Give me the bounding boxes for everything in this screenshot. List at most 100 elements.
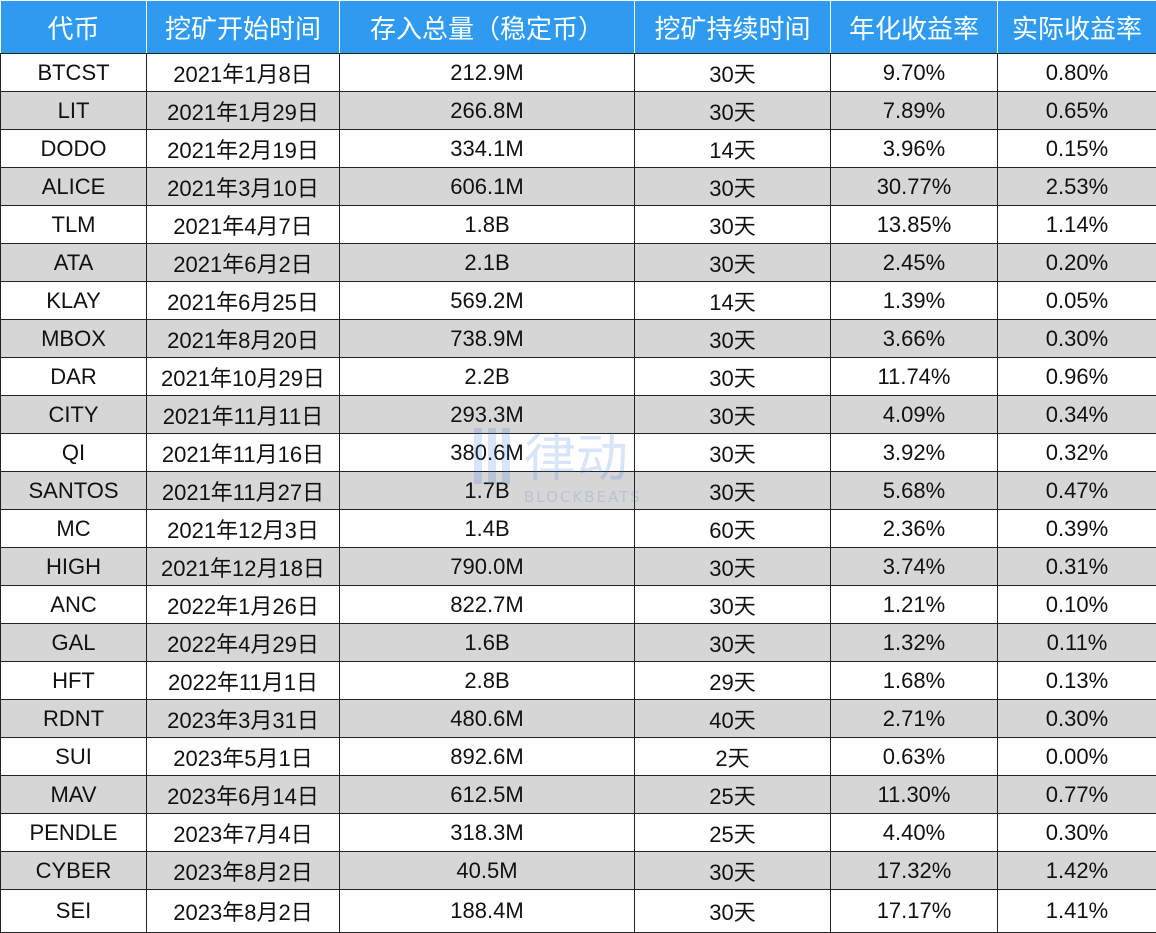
cell-total-deposit: 380.6M: [340, 434, 635, 472]
cell-actual-yield: 1.41%: [998, 890, 1156, 933]
cell-start-date: 2023年5月1日: [147, 738, 340, 776]
header-annual-yield: 年化收益率: [831, 1, 998, 54]
cell-total-deposit: 790.0M: [340, 548, 635, 586]
cell-start-date: 2021年6月25日: [147, 282, 340, 320]
cell-actual-yield: 0.80%: [998, 54, 1156, 92]
cell-actual-yield: 0.10%: [998, 586, 1156, 624]
cell-annual-yield: 1.21%: [831, 586, 998, 624]
cell-annual-yield: 2.45%: [831, 244, 998, 282]
cell-duration: 30天: [635, 548, 831, 586]
cell-total-deposit: 318.3M: [340, 814, 635, 852]
cell-total-deposit: 2.8B: [340, 662, 635, 700]
cell-duration: 30天: [635, 624, 831, 662]
cell-duration: 30天: [635, 92, 831, 130]
cell-duration: 40天: [635, 700, 831, 738]
cell-token: BTCST: [1, 54, 147, 92]
cell-actual-yield: 0.34%: [998, 396, 1156, 434]
cell-duration: 30天: [635, 472, 831, 510]
cell-total-deposit: 188.4M: [340, 890, 635, 933]
cell-token: KLAY: [1, 282, 147, 320]
cell-duration: 30天: [635, 434, 831, 472]
cell-duration: 30天: [635, 320, 831, 358]
cell-start-date: 2021年2月19日: [147, 130, 340, 168]
cell-duration: 30天: [635, 396, 831, 434]
cell-actual-yield: 0.30%: [998, 700, 1156, 738]
cell-duration: 25天: [635, 776, 831, 814]
cell-total-deposit: 293.3M: [340, 396, 635, 434]
cell-total-deposit: 1.8B: [340, 206, 635, 244]
cell-total-deposit: 266.8M: [340, 92, 635, 130]
cell-total-deposit: 480.6M: [340, 700, 635, 738]
cell-duration: 30天: [635, 244, 831, 282]
cell-total-deposit: 612.5M: [340, 776, 635, 814]
cell-annual-yield: 0.63%: [831, 738, 998, 776]
cell-start-date: 2021年1月8日: [147, 54, 340, 92]
cell-duration: 29天: [635, 662, 831, 700]
cell-start-date: 2021年4月7日: [147, 206, 340, 244]
cell-duration: 30天: [635, 852, 831, 890]
cell-total-deposit: 334.1M: [340, 130, 635, 168]
cell-annual-yield: 2.71%: [831, 700, 998, 738]
cell-start-date: 2021年10月29日: [147, 358, 340, 396]
cell-annual-yield: 4.40%: [831, 814, 998, 852]
cell-start-date: 2022年1月26日: [147, 586, 340, 624]
cell-duration: 2天: [635, 738, 831, 776]
cell-token: CITY: [1, 396, 147, 434]
cell-start-date: 2021年6月2日: [147, 244, 340, 282]
cell-annual-yield: 17.17%: [831, 890, 998, 933]
cell-token: RDNT: [1, 700, 147, 738]
cell-token: QI: [1, 434, 147, 472]
cell-duration: 14天: [635, 282, 831, 320]
cell-annual-yield: 3.96%: [831, 130, 998, 168]
cell-start-date: 2021年12月3日: [147, 510, 340, 548]
cell-token: TLM: [1, 206, 147, 244]
header-actual-yield: 实际收益率: [998, 1, 1156, 54]
cell-actual-yield: 0.96%: [998, 358, 1156, 396]
cell-token: MC: [1, 510, 147, 548]
cell-start-date: 2023年8月2日: [147, 852, 340, 890]
cell-actual-yield: 0.39%: [998, 510, 1156, 548]
cell-start-date: 2021年3月10日: [147, 168, 340, 206]
cell-annual-yield: 1.68%: [831, 662, 998, 700]
cell-duration: 30天: [635, 358, 831, 396]
cell-token: MAV: [1, 776, 147, 814]
cell-total-deposit: 1.7B: [340, 472, 635, 510]
cell-total-deposit: 2.2B: [340, 358, 635, 396]
cell-annual-yield: 3.74%: [831, 548, 998, 586]
cell-annual-yield: 30.77%: [831, 168, 998, 206]
cell-actual-yield: 2.53%: [998, 168, 1156, 206]
cell-annual-yield: 7.89%: [831, 92, 998, 130]
cell-token: GAL: [1, 624, 147, 662]
table-header: 代币 挖矿开始时间 存入总量（稳定币） 挖矿持续时间 年化收益率 实际收益率: [1, 1, 1156, 54]
cell-annual-yield: 1.32%: [831, 624, 998, 662]
cell-actual-yield: 0.65%: [998, 92, 1156, 130]
cell-duration: 30天: [635, 54, 831, 92]
cell-start-date: 2021年11月11日: [147, 396, 340, 434]
cell-actual-yield: 0.11%: [998, 624, 1156, 662]
cell-start-date: 2022年11月1日: [147, 662, 340, 700]
cell-token: HIGH: [1, 548, 147, 586]
header-duration: 挖矿持续时间: [635, 1, 831, 54]
cell-actual-yield: 0.77%: [998, 776, 1156, 814]
cell-actual-yield: 0.47%: [998, 472, 1156, 510]
cell-token: LIT: [1, 92, 147, 130]
cell-actual-yield: 0.13%: [998, 662, 1156, 700]
cell-duration: 30天: [635, 206, 831, 244]
cell-token: ALICE: [1, 168, 147, 206]
